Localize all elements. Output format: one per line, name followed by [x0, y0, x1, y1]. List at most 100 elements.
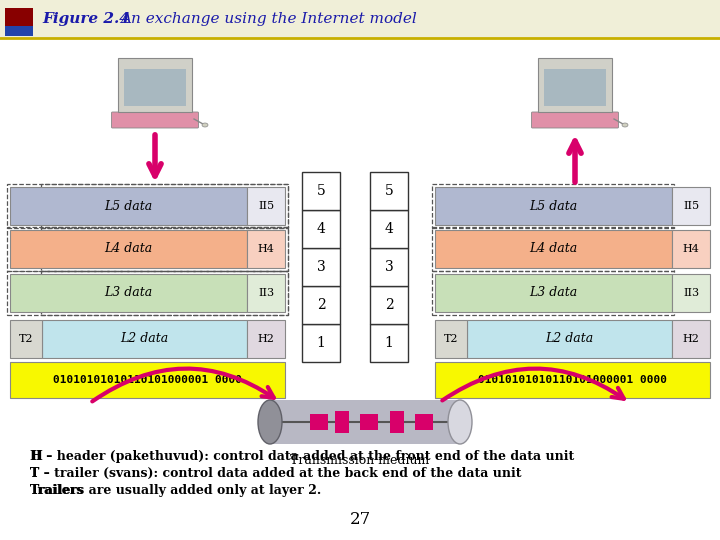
Bar	[10, 187, 247, 225]
Text: T: T	[30, 467, 40, 480]
Bar	[247, 274, 285, 312]
Bar	[7, 271, 288, 315]
Text: II5: II5	[258, 201, 274, 211]
Bar	[390, 411, 404, 433]
FancyArrowPatch shape	[92, 369, 274, 401]
Text: II3: II3	[683, 288, 699, 298]
Text: H4: H4	[258, 244, 274, 254]
Text: T2: T2	[19, 334, 33, 344]
Bar	[435, 320, 467, 358]
Text: 2: 2	[384, 298, 393, 312]
Bar	[5, 8, 33, 32]
Text: 3: 3	[317, 260, 325, 274]
Text: L5 data: L5 data	[104, 199, 153, 213]
Text: 27: 27	[349, 511, 371, 528]
Text: L2 data: L2 data	[120, 333, 168, 346]
Text: An exchange using the Internet model: An exchange using the Internet model	[120, 12, 417, 26]
Ellipse shape	[258, 400, 282, 444]
Bar	[247, 230, 285, 268]
Text: L2 data: L2 data	[545, 333, 593, 346]
Bar	[672, 230, 710, 268]
Bar	[467, 320, 672, 358]
Bar	[42, 320, 247, 358]
Text: 5: 5	[317, 184, 325, 198]
Text: II5: II5	[683, 201, 699, 211]
Bar	[0, 0, 720, 38]
Text: T2: T2	[444, 334, 458, 344]
Text: Trailers: Trailers	[30, 484, 84, 497]
Bar	[672, 274, 710, 312]
Text: L5 data: L5 data	[529, 199, 577, 213]
Bar	[10, 362, 285, 398]
Text: H – header (pakethuvud): control data added at the front end of the data unit: H – header (pakethuvud): control data ad…	[30, 450, 575, 463]
Text: 4: 4	[317, 222, 325, 236]
Text: L4 data: L4 data	[529, 242, 577, 255]
Bar	[302, 286, 340, 324]
Bar	[302, 172, 340, 210]
Bar	[41, 227, 288, 271]
FancyArrowPatch shape	[442, 369, 624, 401]
Text: Trailers are usually added only at layer 2.: Trailers are usually added only at layer…	[30, 484, 321, 497]
Text: 5: 5	[384, 184, 393, 198]
Bar	[7, 184, 288, 228]
Text: L3 data: L3 data	[529, 287, 577, 300]
Text: L3 data: L3 data	[104, 287, 153, 300]
Bar	[432, 271, 674, 315]
Text: H: H	[30, 450, 42, 463]
Text: 2: 2	[317, 298, 325, 312]
FancyBboxPatch shape	[112, 112, 199, 128]
Bar	[10, 230, 247, 268]
Ellipse shape	[448, 400, 472, 444]
Bar	[672, 187, 710, 225]
Text: H2: H2	[683, 334, 699, 344]
Bar	[432, 227, 674, 271]
Bar	[302, 324, 340, 362]
Text: II3: II3	[258, 288, 274, 298]
Bar	[41, 271, 288, 315]
Text: 1: 1	[384, 336, 393, 350]
Bar	[435, 187, 672, 225]
Text: 01010101010110101000001 0000: 01010101010110101000001 0000	[53, 375, 242, 385]
Bar	[435, 274, 672, 312]
Bar	[544, 69, 606, 106]
Bar	[10, 274, 247, 312]
Bar	[247, 187, 285, 225]
Bar	[360, 414, 378, 430]
Text: L4 data: L4 data	[104, 242, 153, 255]
Text: T – trailer (svans): control data added at the back end of the data unit: T – trailer (svans): control data added …	[30, 467, 521, 480]
FancyBboxPatch shape	[531, 112, 618, 128]
Bar	[247, 320, 285, 358]
Text: Figure 2.4: Figure 2.4	[42, 12, 130, 26]
Ellipse shape	[622, 123, 628, 127]
Bar	[7, 227, 288, 271]
Bar	[270, 400, 460, 444]
Bar	[370, 286, 408, 324]
Bar	[335, 411, 349, 433]
Bar	[5, 26, 33, 36]
FancyBboxPatch shape	[538, 58, 612, 112]
Bar	[370, 210, 408, 248]
Text: H2: H2	[258, 334, 274, 344]
Text: 4: 4	[384, 222, 393, 236]
Bar	[302, 248, 340, 286]
Bar	[672, 320, 710, 358]
Bar	[435, 230, 672, 268]
Bar	[415, 414, 433, 430]
Bar	[370, 324, 408, 362]
Bar	[435, 362, 710, 398]
Text: Transmission medium: Transmission medium	[290, 454, 430, 467]
Text: 01010101010110101000001 0000: 01010101010110101000001 0000	[478, 375, 667, 385]
Bar	[124, 69, 186, 106]
Text: 3: 3	[384, 260, 393, 274]
Text: 1: 1	[317, 336, 325, 350]
Bar	[370, 248, 408, 286]
Text: H4: H4	[683, 244, 699, 254]
Bar	[370, 172, 408, 210]
Bar	[432, 184, 674, 228]
Bar	[41, 184, 288, 228]
Bar	[302, 210, 340, 248]
Ellipse shape	[202, 123, 208, 127]
FancyBboxPatch shape	[118, 58, 192, 112]
Bar	[310, 414, 328, 430]
Bar	[10, 320, 42, 358]
